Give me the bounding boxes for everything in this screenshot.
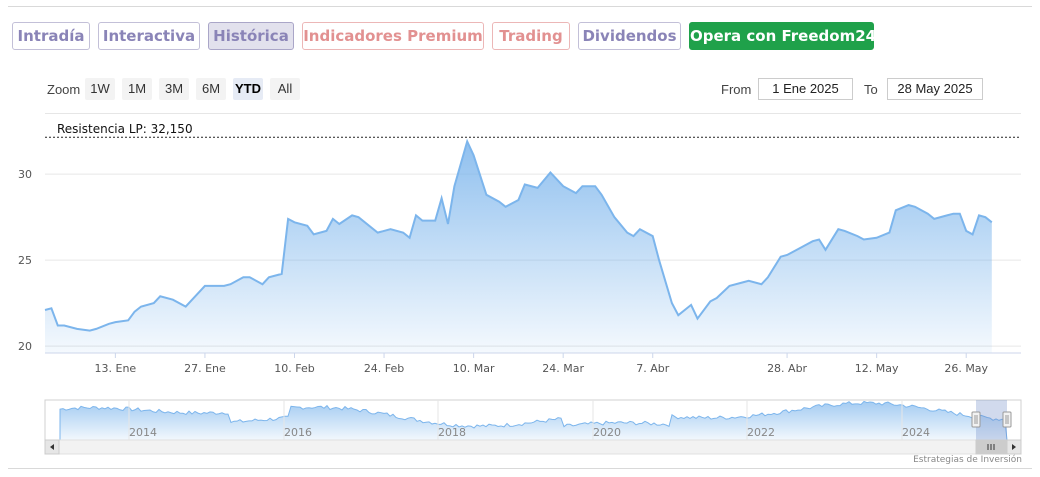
area-fill — [45, 141, 992, 353]
toolbar-divider — [45, 113, 1021, 114]
from-label: From — [721, 82, 752, 97]
tab-dividendos[interactable]: Dividendos — [578, 22, 681, 50]
navigator-year-label: 2022 — [747, 426, 775, 439]
x-tick-label: 27. Ene — [184, 362, 226, 375]
navigator-handle-right[interactable] — [1002, 411, 1012, 428]
chart-credit: Estrategias de Inversión — [913, 455, 1022, 465]
scrollbar-track — [44, 439, 1022, 455]
navigator-year-label: 2016 — [284, 426, 312, 439]
from-date-input[interactable]: 1 Ene 2025 — [758, 78, 853, 100]
x-tick-label: 26. May — [944, 362, 988, 375]
zoom-label: Zoom — [47, 82, 81, 97]
zoom-ytd-button[interactable]: YTD — [233, 78, 263, 100]
x-tick-label: 10. Mar — [453, 362, 495, 375]
navigator-year-label: 2024 — [902, 426, 930, 439]
resistance-line-group: Resistencia LP: 32,150 — [45, 122, 1021, 138]
navigator-year-label: 2020 — [593, 426, 621, 439]
y-tick-label: 25 — [18, 254, 32, 267]
opera-freedom24-button[interactable]: Opera con Freedom24 — [689, 22, 876, 50]
y-tick-label: 20 — [18, 340, 32, 353]
tab-historica[interactable]: Histórica — [208, 22, 294, 50]
navigator-year-label: 2018 — [438, 426, 466, 439]
y-axis: 20 25 30 — [18, 168, 32, 353]
scrollbar[interactable] — [44, 439, 1022, 455]
arrow-right-icon — [1012, 444, 1016, 450]
x-tick-label: 10. Feb — [274, 362, 314, 375]
x-tick-label: 24. Feb — [364, 362, 404, 375]
x-tick-label: 13. Ene — [95, 362, 137, 375]
navigator-year-label: 2014 — [129, 426, 157, 439]
to-label: To — [864, 82, 878, 97]
x-tick-label: 7. Abr — [636, 362, 669, 375]
navigator-selection — [976, 400, 1007, 440]
x-axis: 13. Ene 27. Ene 10. Feb 24. Feb 10. Mar 24. M… — [95, 353, 989, 375]
tab-intradia[interactable]: Intradía — [12, 22, 90, 50]
navigator[interactable]: 2014 2016 2018 2020 2022 2024 — [44, 399, 1022, 441]
zoom-1w-button[interactable]: 1W — [85, 78, 115, 100]
zoom-6m-button[interactable]: 6M — [196, 78, 226, 100]
tab-trading[interactable]: Trading — [492, 22, 570, 50]
to-date-input[interactable]: 28 May 2025 — [887, 78, 983, 100]
arrow-left-icon — [50, 444, 54, 450]
resistance-label: Resistencia LP: 32,150 — [57, 122, 193, 136]
tab-indicadores-premium[interactable]: Indicadores Premium — [302, 22, 484, 50]
zoom-3m-button[interactable]: 3M — [159, 78, 189, 100]
x-tick-label: 24. Mar — [542, 362, 584, 375]
x-tick-label: 28. Abr — [767, 362, 807, 375]
bottom-divider — [8, 468, 1032, 469]
zoom-1m-button[interactable]: 1M — [122, 78, 152, 100]
price-area — [44, 138, 1021, 354]
zoom-all-button[interactable]: All — [270, 78, 300, 100]
navigator-handle-left[interactable] — [971, 411, 981, 428]
navigator-series — [59, 400, 1008, 441]
tab-interactiva[interactable]: Interactiva — [98, 22, 200, 50]
x-tick-label: 12. May — [855, 362, 899, 375]
y-tick-label: 30 — [18, 168, 32, 181]
top-divider — [8, 6, 1032, 7]
